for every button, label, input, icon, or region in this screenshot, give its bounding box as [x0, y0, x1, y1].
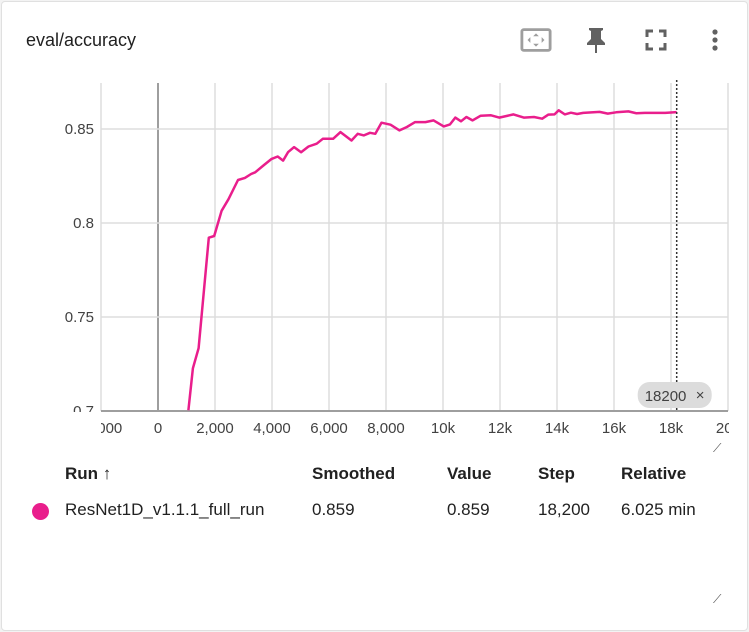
more-vert-icon[interactable]	[699, 24, 731, 56]
run-color-dot	[32, 503, 49, 520]
x-tick-label: -2,000	[80, 420, 123, 437]
raw-value: 0.859	[447, 500, 490, 519]
relative-time: 6.025 min	[621, 500, 696, 519]
run-name: ResNet1D_v1.1.1_full_run	[65, 500, 265, 519]
column-value[interactable]: Value	[447, 464, 492, 483]
x-tick-label: 2,000	[196, 420, 234, 437]
card-title: eval/accuracy	[26, 30, 137, 50]
y-tick-label: 0.75	[65, 309, 94, 326]
x-tick-label: 0	[154, 420, 162, 437]
x-tick-label: 14k	[545, 420, 570, 437]
x-tick-label: 10k	[431, 420, 456, 437]
fit-domain-icon[interactable]	[520, 24, 552, 56]
fullscreen-icon[interactable]	[640, 24, 672, 56]
series-line	[187, 109, 677, 411]
x-tick-label: 6,000	[310, 420, 348, 437]
x-tick-label: 8,000	[367, 420, 405, 437]
pin-icon[interactable]	[580, 24, 612, 56]
line-chart[interactable]: 0.7 0.75 0.8 0.85 -2,000 0 2,000 4,000 6,000 8,0…	[2, 2, 749, 452]
resize-handle-icon[interactable]: ⟋	[713, 592, 722, 606]
y-tick-label: 0.7	[73, 403, 94, 420]
x-tick-label: 20k	[716, 420, 741, 437]
y-tick-label: 0.8	[73, 215, 94, 232]
column-run[interactable]: Run ↑	[65, 464, 112, 483]
x-tick-label: 16k	[602, 420, 627, 437]
hover-step-label: 18200	[645, 388, 687, 405]
hover-step-chip[interactable]: 18200 ×	[637, 382, 712, 408]
resize-handle-icon[interactable]: ⟋	[713, 441, 722, 455]
step-value: 18,200	[538, 500, 590, 519]
x-tick-label: 12k	[488, 420, 513, 437]
smoothed-value: 0.859	[312, 500, 355, 519]
column-step[interactable]: Step	[538, 464, 575, 483]
close-icon[interactable]: ×	[696, 387, 705, 404]
x-tick-label: 18k	[659, 420, 684, 437]
column-smoothed[interactable]: Smoothed	[312, 464, 396, 483]
x-tick-label: 4,000	[253, 420, 291, 437]
column-relative[interactable]: Relative	[621, 464, 687, 483]
y-tick-label: 0.85	[65, 121, 94, 138]
